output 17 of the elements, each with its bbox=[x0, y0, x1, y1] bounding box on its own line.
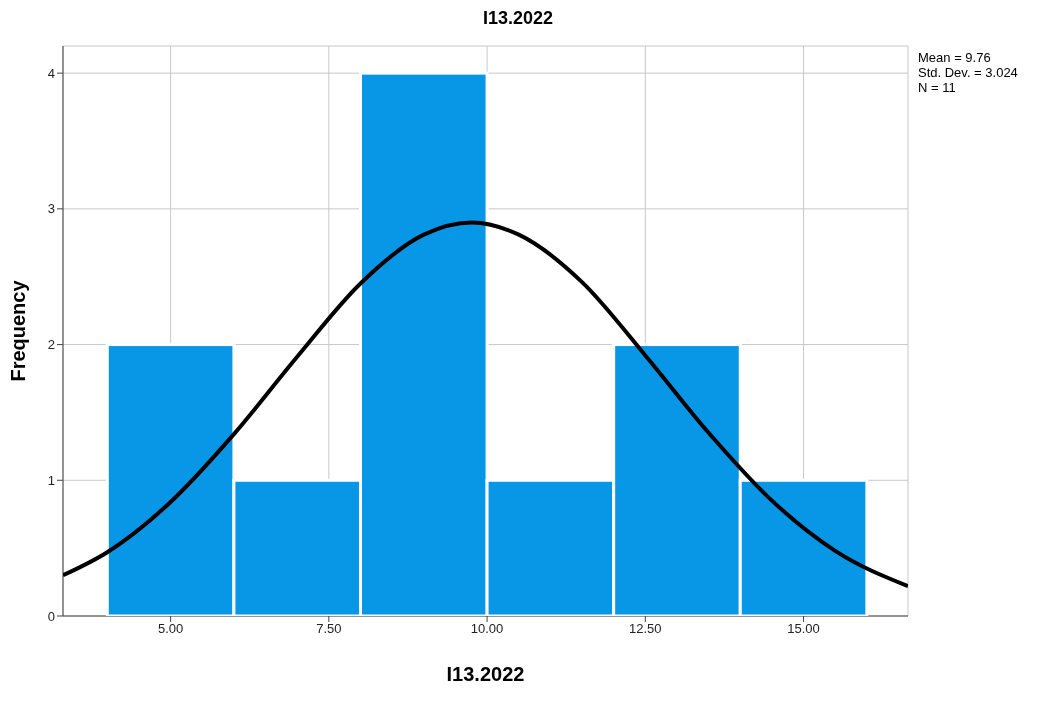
x-tick-label: 10.00 bbox=[470, 621, 504, 637]
x-tick-label: 12.50 bbox=[629, 621, 662, 637]
x-tick-label: 7.50 bbox=[316, 621, 342, 637]
y-tick-label: 2 bbox=[47, 337, 55, 353]
text: N = 11 bbox=[918, 80, 957, 95]
text: Mean = 9.76 bbox=[918, 50, 992, 65]
y-tick-label: 1 bbox=[47, 472, 55, 488]
y-tick-label: 4 bbox=[47, 65, 55, 81]
chart-title: I13.2022 bbox=[481, 8, 555, 30]
y-tick-label: 3 bbox=[47, 201, 55, 217]
y-axis-title: Frequency bbox=[7, 279, 30, 382]
y-tick-label: 0 bbox=[47, 608, 55, 624]
text: Std. Dev. = 3.024 bbox=[918, 65, 1018, 80]
line-series bbox=[63, 220, 908, 589]
x-tick-label: 15.00 bbox=[787, 621, 820, 637]
x-tick-label: 5.00 bbox=[157, 621, 184, 637]
x-axis-title: I13.2022 bbox=[446, 663, 525, 685]
